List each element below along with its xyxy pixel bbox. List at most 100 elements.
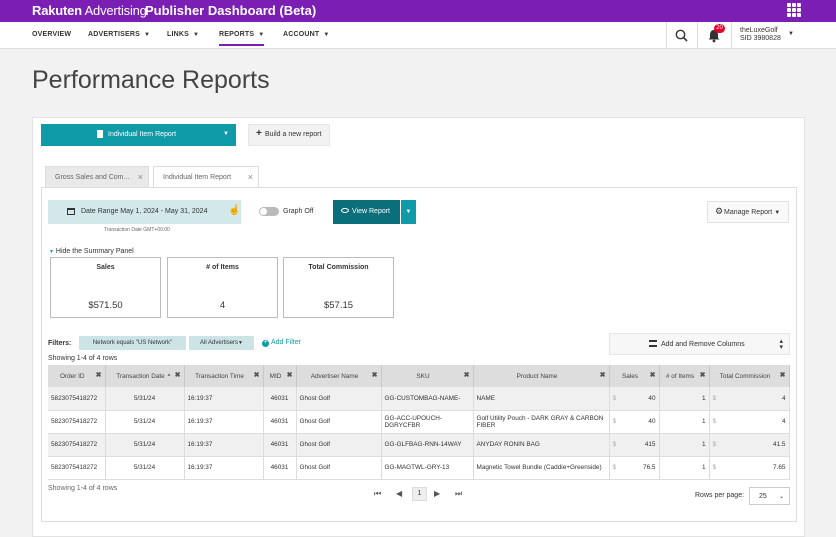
column-header-sku[interactable]: SKU ✖ [381,365,474,387]
cell-order-id: 5823075418272 [48,456,106,480]
remove-column-icon[interactable]: ✖ [371,372,378,379]
column-header-sales[interactable]: Sales ✖ [609,365,660,387]
nav-account-label: ACCOUNT [283,31,320,38]
table-row: 5823075418272 5/31/24 16:19:37 46031 Gho… [48,387,790,411]
cell-time: 16:19:37 [184,410,264,434]
toggle-knob [260,208,267,215]
date-range-picker[interactable]: Date Range May 1, 2024 - May 31, 2024 ☝ [48,200,241,224]
nav-divider [666,22,667,49]
nav-links[interactable]: LINKS ▼ [167,31,199,38]
view-report-label: View Report [352,208,391,215]
nav-divider [697,22,698,49]
remove-column-icon[interactable]: ✖ [699,372,706,379]
manage-report-button[interactable]: ⚙ Manage Report ▼ [707,201,789,223]
cell-sku: GG-ACC-UPOUCH-DGRYCFBR [381,410,474,434]
remove-column-icon[interactable]: ✖ [779,372,786,379]
cell-items: 1 [659,410,710,434]
hide-summary-toggle[interactable]: ▼ Hide the Summary Panel [49,248,134,255]
graph-toggle[interactable] [259,207,279,216]
brand-logo[interactable]: Rakuten Advertising [32,3,147,18]
previous-page-icon[interactable]: ◀ [396,489,403,498]
mouse-pointer-icon: ☝ [228,205,241,216]
column-header-total-commission[interactable]: Total Commission ✖ [709,365,790,387]
current-page[interactable]: 1 [412,487,427,501]
summary-card-commission: Total Commission $57.15 [283,257,394,318]
app-title: Publisher Dashboard (Beta) [145,3,317,18]
nav-divider [731,22,732,49]
columns-icon [649,340,657,347]
caret-down-icon[interactable]: ▼ [788,31,794,37]
report-select-label: Individual Item Report [108,131,177,138]
close-icon[interactable]: × [247,172,253,182]
sort-asc-icon[interactable]: ▲ [166,372,172,378]
cell-product: Golf Utility Pouch - DARK GRAY & CARBON … [473,410,610,434]
search-icon[interactable] [675,29,688,42]
remove-column-icon[interactable]: ✖ [649,372,656,379]
report-select-button[interactable]: Individual Item Report ▼ [41,124,236,146]
column-header-advertiser-name[interactable]: Advertiser Name ✖ [296,365,382,387]
first-page-icon[interactable]: ⏮ [374,489,382,498]
summary-card-sales: Sales $571.50 [50,257,161,318]
panel-border [796,187,797,522]
summary-value: $571.50 [88,300,123,311]
remove-column-icon[interactable]: ✖ [463,372,470,379]
remove-column-icon[interactable]: ✖ [253,372,260,379]
cell-time: 16:19:37 [184,456,264,480]
cell-order-id: 5823075418272 [48,387,106,411]
next-page-icon[interactable]: ▶ [434,489,441,498]
remove-column-icon[interactable]: ✖ [174,372,181,379]
tab-label: Individual Item Report [163,174,232,181]
view-report-dropdown[interactable]: ▼ [401,200,416,224]
remove-column-icon[interactable]: ✖ [286,372,293,379]
remove-column-icon[interactable]: ✖ [599,372,606,379]
add-filter-button[interactable]: + Add Filter [262,339,301,347]
summary-value: 4 [219,300,226,311]
cell-date: 5/31/24 [105,433,185,457]
row-count-top: Showing 1-4 of 4 rows [48,355,118,362]
column-header-transaction-date[interactable]: Transaction Date ▲ ✖ [105,365,185,387]
column-header-items[interactable]: # of Items ✖ [659,365,710,387]
build-new-report-button[interactable]: + Build a new report [248,124,330,146]
tab-divider [41,187,797,188]
chevron-down-icon: ⌄ [778,494,784,500]
tab-individual-item-report[interactable]: Individual Item Report × [153,166,259,188]
caret-down-icon: ▼ [144,32,151,38]
add-remove-columns-button[interactable]: Add and Remove Columns ▴ ▾ [609,333,790,355]
column-header-mid[interactable]: MID ✖ [263,365,297,387]
column-header-order-id[interactable]: Order ID ✖ [48,365,106,387]
panel-border [41,187,42,522]
rows-per-page-select[interactable]: 25 ⌄ [749,487,790,505]
apps-grid-icon[interactable] [787,3,801,17]
filter-chip-advertisers[interactable]: All Advertisers▼ [189,336,254,350]
last-page-icon[interactable]: ⏭ [455,489,463,498]
nav-links-label: LINKS [167,31,189,38]
column-header-product-name[interactable]: Product Name ✖ [473,365,610,387]
caret-down-icon: ▼ [223,131,229,137]
cell-advertiser: Ghost Golf [296,456,382,480]
tab-gross-sales[interactable]: Gross Sales and Com... × [45,166,149,188]
nav-advertisers[interactable]: ADVERTISERS ▼ [88,31,150,38]
cell-items: 1 [659,456,710,480]
build-new-report-label: Build a new report [265,131,322,138]
cell-commission: $4 [709,387,790,411]
filter-chip-network[interactable]: Network equals "US Network" [79,336,186,350]
cell-commission: $41.5 [709,433,790,457]
nav-reports-label: REPORTS [219,31,255,38]
table-row: 5823075418272 5/31/24 16:19:37 46031 Gho… [48,456,790,480]
remove-column-icon[interactable]: ✖ [95,372,102,379]
nav-overview[interactable]: OVERVIEW [32,31,71,38]
view-report-button[interactable]: View Report [333,200,400,224]
close-icon[interactable]: × [137,172,143,182]
nav-reports[interactable]: REPORTS ▼ [219,31,265,46]
account-menu[interactable]: theLuxeGolf SID 3980828 [740,27,781,43]
date-range-label: Date Range May 1, 2024 - May 31, 2024 [81,208,208,215]
cell-commission: $7.65 [709,456,790,480]
sort-updown-icon: ▴ ▾ [779,338,783,351]
column-header-transaction-time[interactable]: Transaction Time ✖ [184,365,264,387]
caret-down-icon: ▼ [405,209,412,215]
brand-light: Advertising [81,3,147,18]
nav-account[interactable]: ACCOUNT ▼ [283,31,330,38]
graph-toggle-label: Graph Off [283,208,314,215]
summary-card-items: # of Items 4 [167,257,278,318]
columns-button-label: Add and Remove Columns [661,341,745,348]
